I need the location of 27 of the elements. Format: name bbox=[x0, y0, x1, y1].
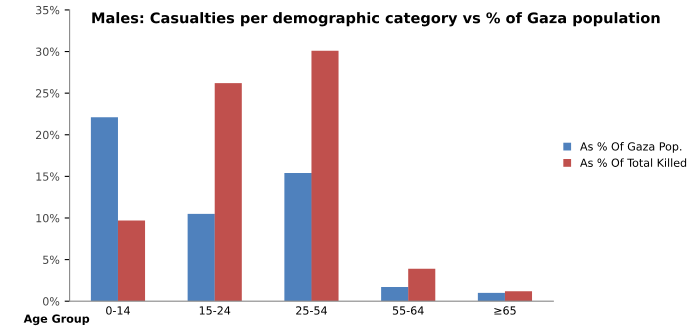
bar bbox=[214, 83, 242, 302]
y-tick-label: 35% bbox=[36, 6, 60, 14]
y-tick-label: 25% bbox=[36, 89, 60, 98]
chart-title: Males: Casualties per demographic category vs % of Gaza population bbox=[92, 12, 660, 26]
x-tick-label: 0-14 bbox=[106, 306, 130, 315]
bar bbox=[504, 291, 532, 302]
bar bbox=[381, 287, 408, 302]
x-tick-label: ≥65 bbox=[494, 306, 516, 315]
legend-label: As % Of Gaza Pop. bbox=[580, 142, 682, 153]
legend-label: As % Of Total Killed bbox=[580, 158, 686, 167]
bar bbox=[90, 117, 118, 302]
bar bbox=[408, 268, 436, 302]
x-axis-title: Age Group bbox=[24, 314, 90, 326]
y-tick-label: 20% bbox=[36, 130, 60, 140]
bar bbox=[478, 292, 505, 302]
x-tick-label: 25-54 bbox=[296, 306, 327, 315]
y-tick-label: 5% bbox=[43, 256, 60, 264]
y-tick-label: 0% bbox=[42, 297, 60, 306]
y-tick-label: 15% bbox=[36, 172, 60, 181]
bar bbox=[118, 220, 146, 302]
x-tick-label: 15-24 bbox=[200, 306, 230, 315]
y-tick-label: 10% bbox=[36, 214, 60, 222]
bar bbox=[188, 214, 215, 302]
bar bbox=[284, 173, 312, 302]
y-tick-label: 30% bbox=[36, 48, 60, 56]
bar bbox=[311, 50, 339, 302]
x-tick-label: 55-64 bbox=[392, 306, 424, 315]
